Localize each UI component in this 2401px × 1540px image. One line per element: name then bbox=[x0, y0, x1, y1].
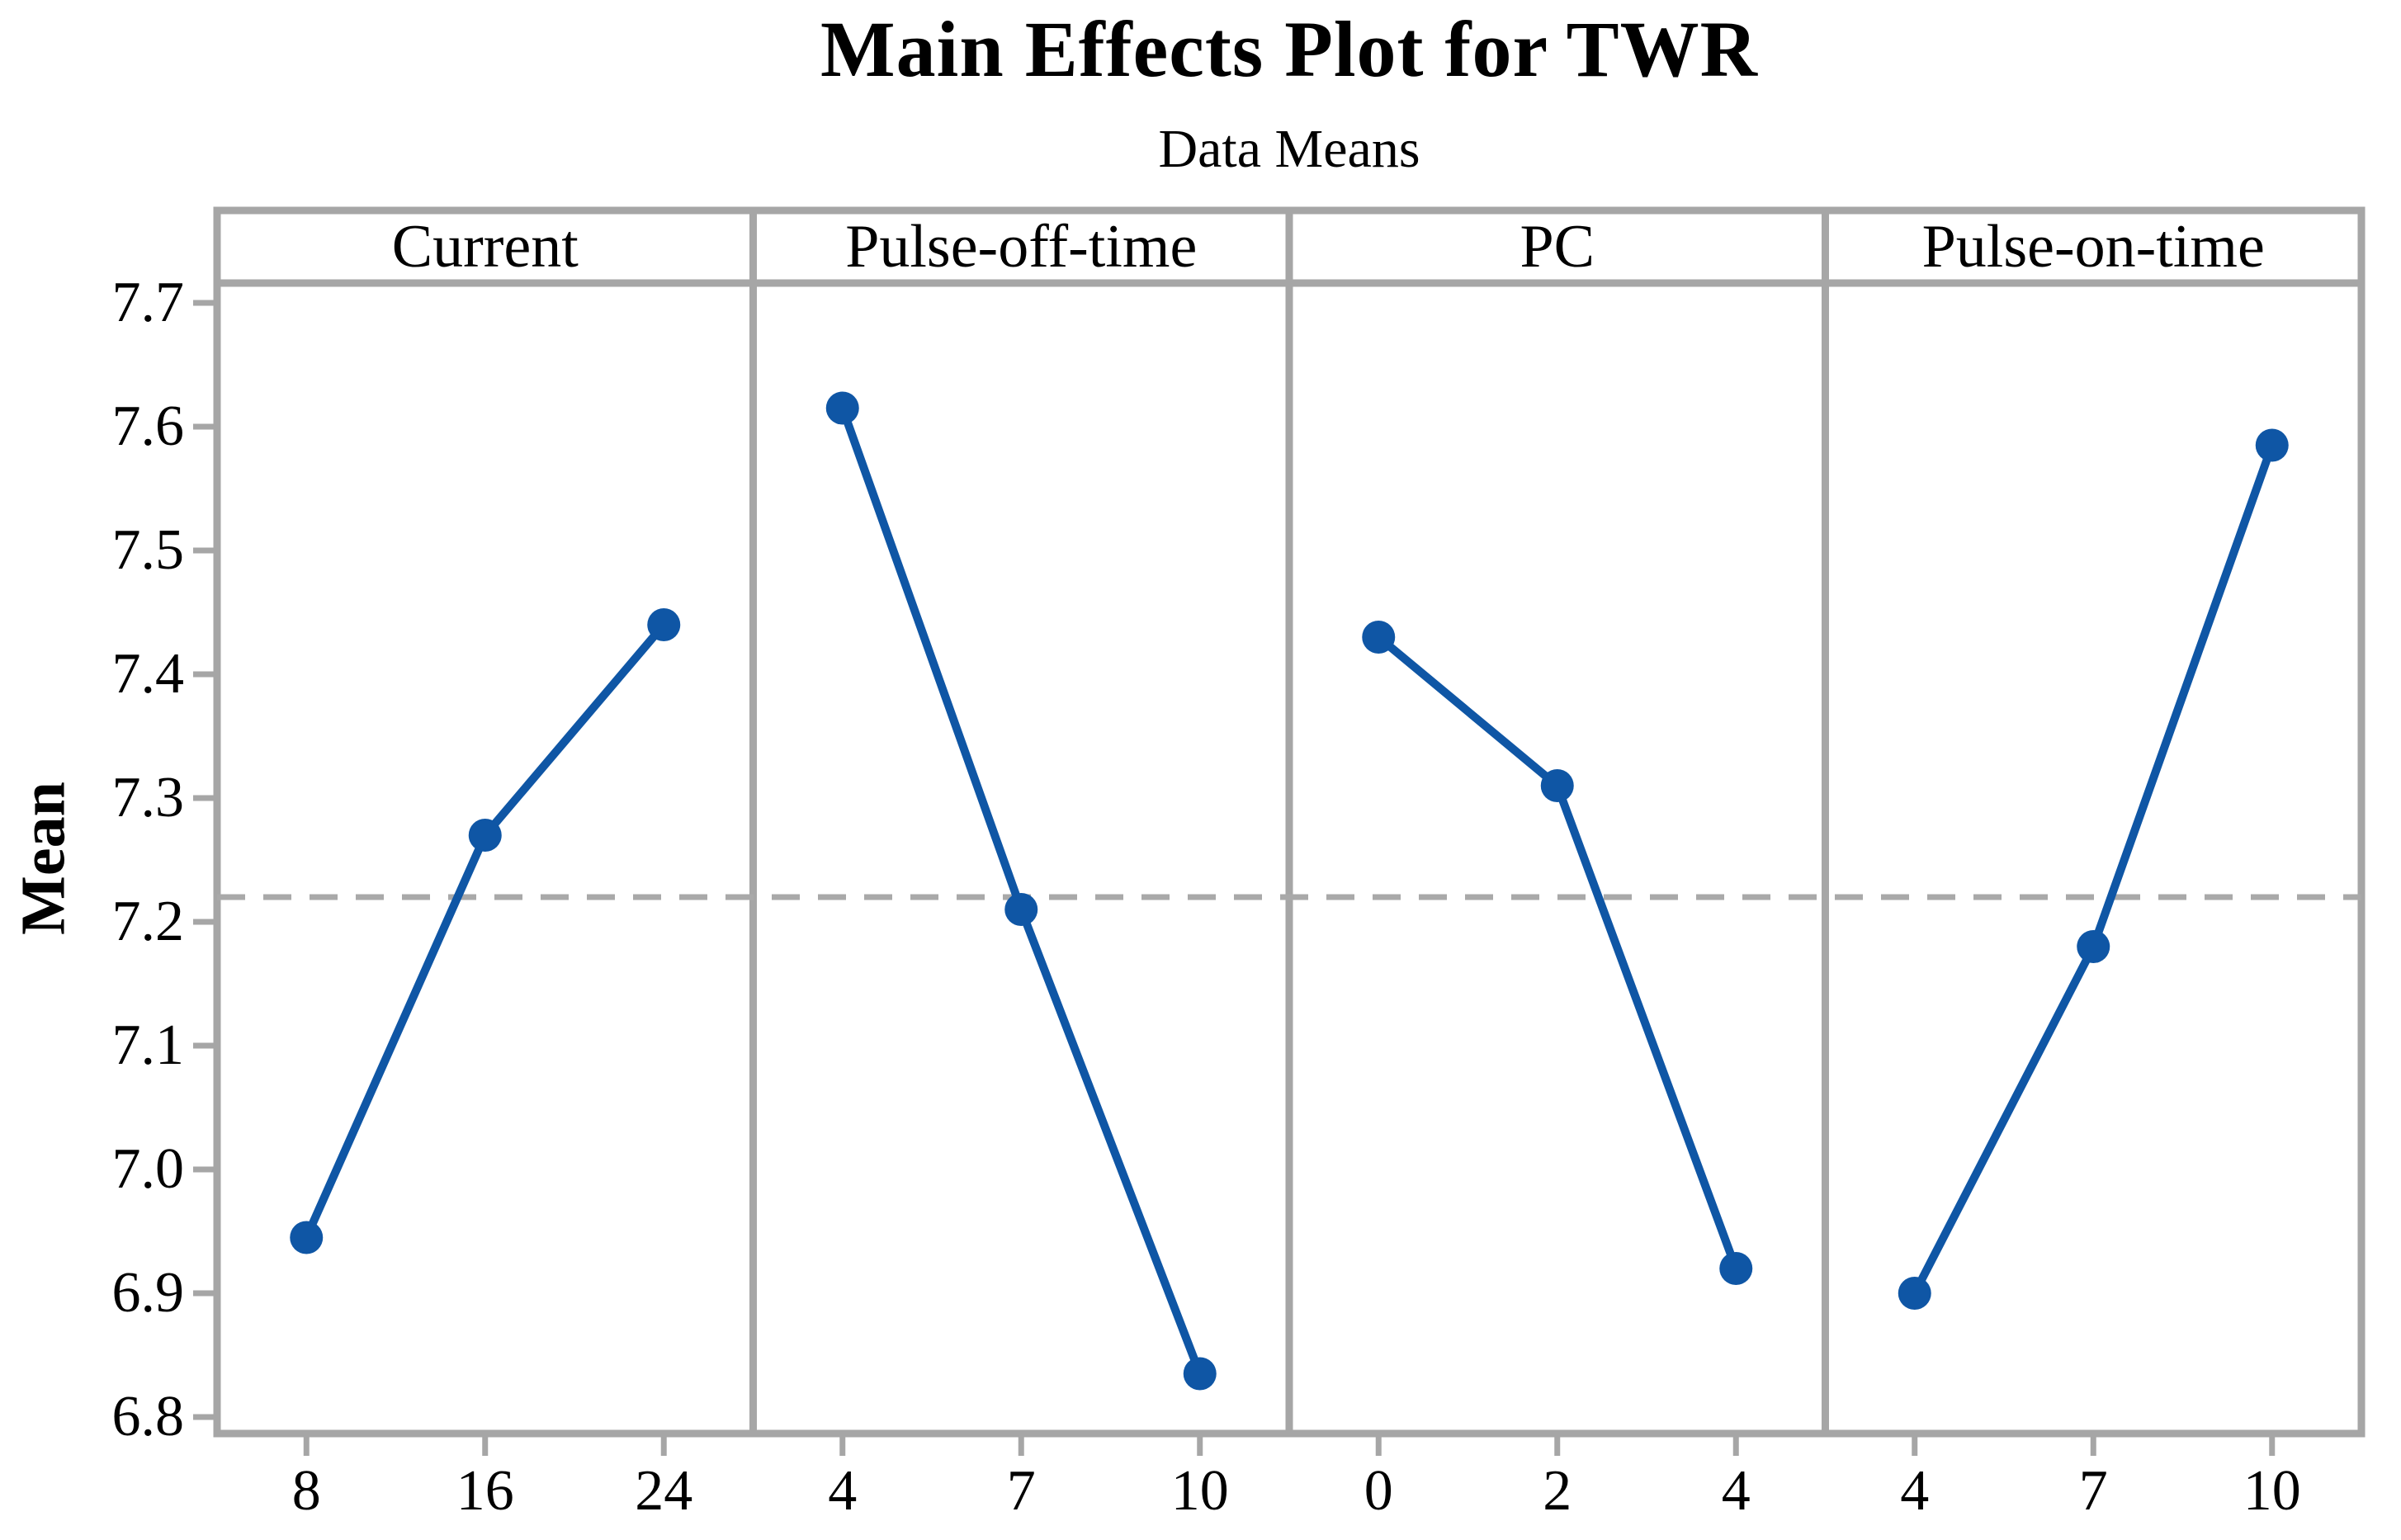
data-point-pc-4 bbox=[1719, 1252, 1753, 1285]
panel-header: Current bbox=[391, 213, 579, 281]
data-point-pulse-on-time-4 bbox=[1898, 1277, 1931, 1310]
data-point-pulse-off-time-7 bbox=[1004, 893, 1038, 926]
panel-header: Pulse-on-time bbox=[1921, 213, 2265, 281]
series-line-pulse-off-time bbox=[838, 404, 1204, 1378]
data-point-pc-2 bbox=[1540, 769, 1574, 802]
chart-title: Main Effects Plot for TWR bbox=[820, 5, 1758, 93]
data-point-current-8 bbox=[290, 1221, 324, 1254]
panel-header: Pulse-off-time bbox=[845, 213, 1198, 281]
data-point-pulse-on-time-10 bbox=[2255, 428, 2289, 462]
data-point-current-16 bbox=[468, 819, 502, 852]
data-point-pulse-on-time-7 bbox=[2077, 930, 2110, 963]
data-point-pulse-off-time-10 bbox=[1183, 1357, 1217, 1391]
chart-subtitle: Data Means bbox=[1158, 119, 1420, 179]
series-line-pulse-on-time bbox=[1910, 441, 2276, 1297]
data-point-pc-0 bbox=[1362, 621, 1396, 654]
series-line-current bbox=[302, 621, 669, 1242]
data-point-pulse-off-time-4 bbox=[825, 391, 859, 425]
series-line-pc bbox=[1374, 633, 1741, 1273]
data-point-current-24 bbox=[647, 608, 681, 641]
panel-header: PC bbox=[1520, 213, 1595, 281]
